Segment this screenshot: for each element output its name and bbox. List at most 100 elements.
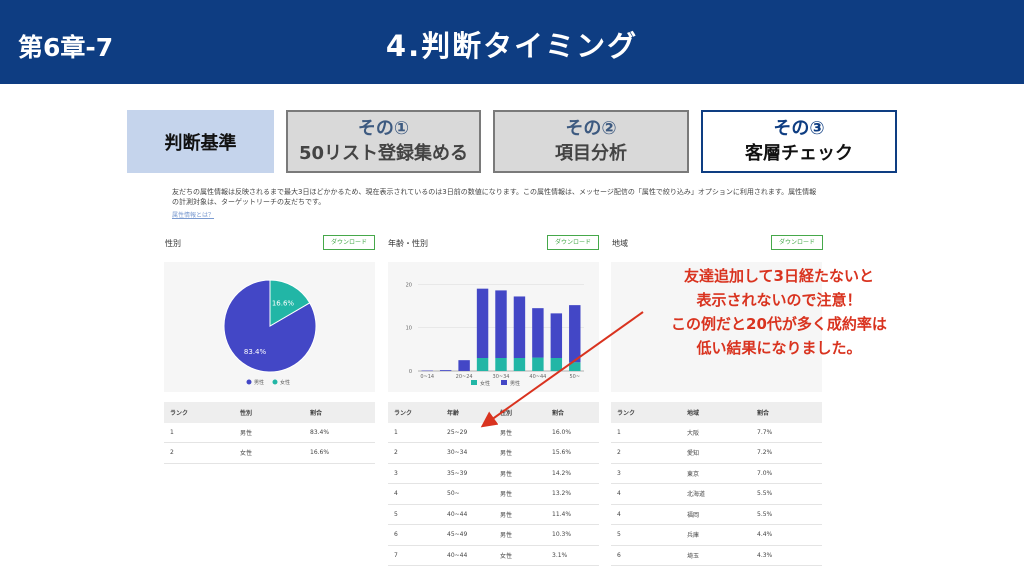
cell-age: 40~44 (447, 510, 468, 518)
region-panel-title: 地域 (612, 239, 628, 248)
region-map-area (611, 262, 822, 392)
cell-age: 30~34 (447, 449, 468, 457)
step-2-box: その② 項目分析 (493, 110, 689, 173)
bar-female (495, 358, 507, 371)
cell-region: 北海道 (687, 491, 706, 499)
cell-region: 愛知 (687, 450, 700, 458)
gender-chart-area: 83.4% 16.6% 男性 女性 (164, 262, 375, 392)
bar-male (458, 360, 470, 371)
region-download-button[interactable]: ダウンロード (771, 235, 823, 250)
cell-rank: 2 (617, 449, 621, 457)
table-row: 6 埼玉 4.3% (611, 545, 822, 566)
legend-male-swatch (501, 380, 507, 385)
cell-gender: 男性 (500, 470, 513, 478)
cell-ratio: 7.2% (757, 449, 773, 457)
header-age: 年齢 (447, 409, 460, 417)
age-download-button[interactable]: ダウンロード (547, 235, 599, 250)
cell-rank: 6 (617, 551, 621, 559)
table-row: 5 兵庫 4.4% (611, 525, 822, 546)
legend-male-label: 男性 (510, 380, 520, 387)
cell-gender: 男性 (500, 511, 513, 519)
legend-female-dot (272, 379, 278, 385)
table-header-row: ランク 性別 割合 (164, 402, 375, 423)
cell-ratio: 7.0% (757, 469, 773, 477)
bar-male (421, 370, 433, 372)
step-3-box: その③ 客層チェック (701, 110, 897, 173)
cell-ratio: 5.5% (757, 510, 773, 518)
slide-header: 第6章-7 4.判断タイミング (0, 0, 1024, 84)
step-1-box: その① 50リスト登録集める (286, 110, 481, 173)
header-rank: ランク (170, 409, 189, 417)
table-row: 3 東京 7.0% (611, 463, 822, 484)
y-tick-label: 20 (406, 282, 412, 288)
step-1-number: その① (357, 117, 410, 139)
pie-label-male: 83.4% (244, 348, 267, 356)
cell-rank: 2 (170, 449, 174, 457)
cell-ratio: 16.0% (552, 428, 572, 436)
header-rank: ランク (617, 409, 636, 417)
attribute-info-link[interactable]: 属性情報とは？ (172, 212, 215, 219)
bar-male (550, 313, 563, 358)
cell-age: 25~29 (447, 428, 468, 436)
cell-ratio: 10.3% (552, 531, 572, 539)
cell-ratio: 15.6% (552, 449, 572, 457)
cell-rank: 7 (394, 551, 398, 559)
cell-age: 40~44 (447, 551, 468, 559)
age-table: ランク 年齢 性別 割合 1 25~29 男性 16.0% 2 30~34 男性 15.6% 3… (388, 402, 599, 566)
table-row: 1 大阪 7.7% (611, 422, 822, 443)
bar-male (513, 296, 526, 358)
cell-rank: 3 (394, 469, 398, 477)
pie-label-female: 16.6% (272, 299, 295, 307)
cell-rank: 5 (617, 531, 621, 539)
bar-female (513, 358, 526, 371)
legend-female-swatch (471, 380, 477, 385)
bar-male (439, 370, 452, 371)
x-tick-label: 30~34 (493, 374, 510, 380)
cell-age: 45~49 (447, 531, 468, 539)
table-row: 7 40~44 女性 3.1% (388, 545, 599, 566)
warning-annotation: 友達追加して3日経たないと 表示されないので注意！ この例だと20代が多く成約率… (648, 264, 910, 360)
x-tick-label: 50~ (569, 374, 580, 380)
age-panel-title: 年齢・性別 (388, 239, 428, 248)
header-ratio: 割合 (757, 409, 770, 417)
header-gender: 性別 (240, 409, 253, 417)
cell-ratio: 11.4% (552, 510, 572, 518)
cell-gender: 女性 (240, 450, 253, 458)
annotation-line: 低い結果になりました。 (696, 339, 862, 357)
table-row: 1 男性 83.4% (164, 422, 375, 443)
cell-region: 兵庫 (687, 532, 700, 540)
cell-gender: 男性 (500, 429, 513, 437)
step-3-label: 客層チェック (745, 142, 853, 164)
bar-female (569, 362, 581, 371)
table-row: 4 50~ 男性 13.2% (388, 484, 599, 505)
header-ratio: 割合 (310, 409, 323, 417)
legend-male-label: 男性 (254, 379, 264, 386)
cell-gender: 男性 (500, 450, 513, 458)
cell-rank: 1 (170, 428, 174, 436)
region-table: ランク 地域 割合 1 大阪 7.7% 2 愛知 7.2% 3 東京 7.0% 4 北海道 5.5% 4… (611, 402, 822, 566)
cell-age: 35~39 (447, 469, 468, 477)
table-row: 2 30~34 男性 15.6% (388, 443, 599, 464)
annotation-line: 表示されないので注意！ (696, 291, 862, 309)
cell-rank: 6 (394, 531, 398, 539)
annotation-line: 友達追加して3日経たないと (684, 267, 874, 285)
criteria-label-box: 判断基準 (127, 110, 274, 173)
cell-gender: 男性 (240, 429, 253, 437)
bar-male (532, 308, 544, 358)
cell-rank: 4 (617, 490, 621, 498)
cell-gender: 男性 (500, 532, 513, 540)
annotation-line: この例だと20代が多く成約率は (671, 315, 887, 333)
table-row: 5 40~44 男性 11.4% (388, 504, 599, 525)
cell-ratio: 3.1% (552, 551, 568, 559)
cell-ratio: 4.3% (757, 551, 773, 559)
chapter-label: 第6章-7 (18, 33, 114, 62)
cell-gender: 男性 (500, 491, 513, 499)
cell-rank: 2 (394, 449, 398, 457)
cell-rank: 1 (394, 428, 398, 436)
table-row: 6 45~49 男性 10.3% (388, 525, 599, 546)
bar-female (532, 357, 544, 371)
pie-slice-female (269, 279, 311, 327)
gender-download-button[interactable]: ダウンロード (323, 235, 375, 250)
cell-rank: 4 (617, 510, 621, 518)
cell-ratio: 7.7% (757, 428, 773, 436)
